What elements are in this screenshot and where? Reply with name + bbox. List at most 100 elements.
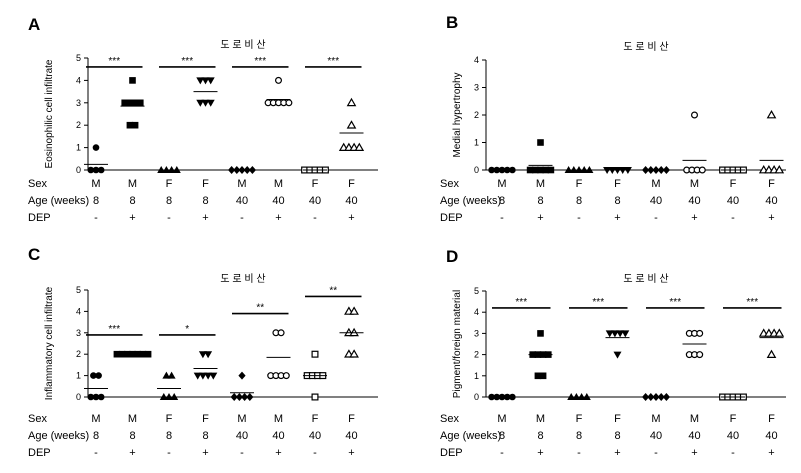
y-tick-label: 5 [76,285,81,295]
data-point [542,166,549,174]
age-value: 40 [309,430,321,442]
data-point [201,77,210,85]
y-tick-label: 1 [76,143,81,153]
age-value: 40 [688,430,700,442]
row-label-age: Age (weeks) [440,195,501,207]
y-tick-label: 1 [474,371,479,381]
y-axis-label: Inflammatory cell infiltrate [44,286,55,400]
data-point [196,77,205,85]
age-value: 8 [166,430,172,442]
sex-value: M [651,413,660,425]
data-point [547,166,555,174]
data-point [198,372,207,380]
dep-value: + [275,212,281,224]
data-point [126,121,134,129]
y-tick-label: 2 [76,349,81,359]
data-point [121,99,128,107]
age-value: 8 [537,430,543,442]
y-tick-label: 0 [76,165,81,175]
data-point [209,372,218,380]
age-value: 8 [93,195,99,207]
data-point [230,393,238,401]
data-point [285,99,293,107]
data-point [97,393,105,401]
age-value: 8 [614,195,620,207]
y-tick-label: 0 [474,392,479,402]
y-tick-label: 0 [474,165,479,175]
dep-value: - [731,212,735,224]
y-tick-label: 3 [474,83,479,93]
y-tick-label: 0 [76,392,81,402]
significance-label: *** [254,56,266,67]
data-point [774,328,785,337]
sex-value: F [312,178,319,190]
row-label-age: Age (weeks) [440,430,501,442]
age-value: 40 [650,430,662,442]
data-point [204,351,213,359]
data-point [193,372,202,380]
data-point [137,99,144,107]
age-value: 40 [727,195,739,207]
data-point [206,99,215,107]
data-point [613,351,622,359]
data-point [92,166,100,174]
sex-value: F [614,178,621,190]
dep-value: - [167,212,171,224]
data-point [131,121,139,129]
age-value: 40 [309,195,321,207]
sex-value: F [768,178,775,190]
dep-value: - [167,447,171,459]
significance-label: *** [327,56,339,67]
y-tick-label: 2 [474,350,479,360]
data-point [621,330,630,338]
age-value: 40 [727,430,739,442]
sex-value: M [651,178,660,190]
row-label-sex: Sex [28,413,47,425]
data-point [311,393,319,401]
dep-value: + [275,447,281,459]
data-point [198,351,207,359]
dep-value: + [691,447,697,459]
significance-label: ** [329,285,337,296]
dep-value: - [577,447,581,459]
y-tick-label: 1 [474,138,479,148]
age-value: 40 [650,195,662,207]
significance-label: *** [515,297,527,308]
age-value: 40 [345,430,357,442]
data-point [346,97,357,107]
data-point [201,99,210,107]
sex-value: F [730,413,737,425]
sex-value: M [128,178,137,190]
data-point [238,371,246,380]
age-value: 8 [614,430,620,442]
data-point [165,393,173,400]
y-tick-label: 4 [474,307,479,317]
y-tick-label: 5 [474,286,479,296]
panel-title: 도 로 비 산 [220,39,265,51]
dep-value: - [654,212,658,224]
data-point [162,371,171,379]
y-axis-label: Pigment/foreign material [452,290,463,398]
data-point [616,330,625,338]
panel-label: C [28,245,40,264]
panel-label: D [446,247,458,266]
data-point [144,350,152,358]
dep-value: - [577,212,581,224]
y-tick-label: 3 [76,98,81,108]
significance-label: *** [181,56,193,67]
data-point [95,372,102,379]
age-value: 40 [272,195,284,207]
sex-value: F [348,413,355,425]
age-value: 8 [499,430,505,442]
significance-label: ** [256,303,264,314]
dep-value: + [348,212,354,224]
data-point [246,393,254,401]
dep-value: + [537,212,543,224]
data-point [196,99,205,107]
age-value: 8 [129,430,135,442]
dep-value: + [691,212,697,224]
sex-value: M [274,413,283,425]
data-point [129,77,136,84]
sex-value: F [614,413,621,425]
data-point [537,166,544,174]
